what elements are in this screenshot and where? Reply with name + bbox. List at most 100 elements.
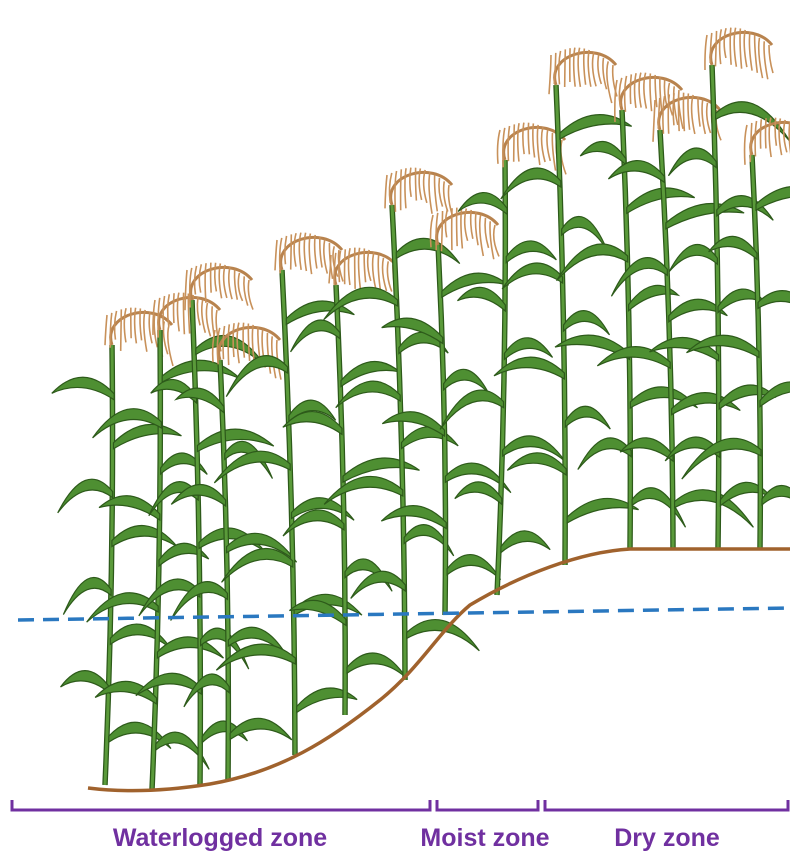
reed-plume-strand <box>542 127 546 162</box>
reed-plume-strand <box>429 172 432 214</box>
zone-label: Waterlogged zone <box>113 824 327 852</box>
reed-plume-strand <box>635 73 637 108</box>
reed-plume-strand <box>698 97 700 127</box>
reed-plume-strand <box>683 93 684 131</box>
reed-plume-strand <box>339 251 341 282</box>
reed-leaf <box>402 427 459 449</box>
reed-plume-strand <box>744 30 747 67</box>
reed-plume-strand <box>593 52 597 86</box>
reed-plume-strand <box>174 293 175 323</box>
reed-plume-strand <box>294 233 296 266</box>
reed-plume-strand <box>315 235 317 269</box>
reed-plume-strand <box>518 123 519 161</box>
reed-plume-strand <box>320 237 322 267</box>
reed-leaf <box>762 486 790 515</box>
reed-plume-strand <box>229 267 232 299</box>
reed-plume-strand <box>663 96 665 134</box>
reed-plume-strand <box>348 248 350 285</box>
reed-plume-strand <box>395 171 397 212</box>
reed-plume-strand <box>740 28 742 68</box>
reed-leaf <box>668 148 716 176</box>
reed-plume-strand <box>238 273 242 301</box>
reed-plume-strand <box>679 93 680 132</box>
reed-plume-strand <box>660 77 662 114</box>
reed-stem <box>622 110 630 548</box>
reed-plume-strand <box>508 126 509 161</box>
reed-plume-strand <box>211 263 212 293</box>
reed-leaf <box>113 424 181 448</box>
reed-leaf <box>347 653 406 678</box>
reed-plume-strand <box>764 41 768 79</box>
reed-leaf <box>324 476 403 504</box>
reed-plume-strand <box>779 118 782 155</box>
reed-plume-strand <box>345 249 346 284</box>
reed-plume-strand <box>565 49 566 87</box>
reed-plume-strand <box>383 258 387 291</box>
reed-plume-strand <box>759 38 763 78</box>
reed-plume-strand <box>603 58 607 89</box>
reed-plume-strand <box>185 270 187 310</box>
reed-plume-strand <box>368 250 371 281</box>
reed-plume-strand <box>267 333 270 374</box>
reed-leaf <box>447 555 500 580</box>
reed-plume-strand <box>692 95 695 134</box>
reed-plume-strand <box>755 121 756 156</box>
reed-leaf <box>440 390 503 429</box>
reed-plume-strand <box>471 210 473 239</box>
reed-plume-strand <box>673 93 674 125</box>
reed-plume-strand <box>480 215 484 256</box>
reed-leaf <box>112 526 178 547</box>
reed-plume-strand <box>439 178 443 207</box>
reed-plume-strand <box>498 130 500 164</box>
reed-leaf <box>336 381 400 408</box>
reed-plume-strand <box>490 221 494 259</box>
reed-leaf <box>381 506 446 529</box>
reed-leaf <box>351 571 406 598</box>
reed-plume-strand <box>385 175 387 208</box>
reed-plume-strand <box>598 55 601 84</box>
reed-plume-strand <box>121 309 122 351</box>
reed-plume-strand <box>730 28 731 65</box>
reed-plume-strand <box>584 48 586 84</box>
reed-plume-strand <box>760 119 761 148</box>
reed-plume-strand <box>702 100 705 134</box>
reed-plume-strand <box>248 280 253 310</box>
reed-plume-strand <box>485 218 488 248</box>
reed-plume-strand <box>444 181 448 211</box>
reed-leaf <box>501 531 550 553</box>
reed-plume-strand <box>168 325 173 366</box>
reed-leaf <box>502 263 563 289</box>
reed-plume-strand <box>745 125 747 165</box>
reed-plume-strand <box>494 225 499 256</box>
reed-plume-strand <box>457 208 458 247</box>
reed-leaf <box>758 291 790 330</box>
reed-leaf <box>565 406 610 429</box>
reed-stem <box>497 160 505 595</box>
reed-leaf <box>110 624 171 649</box>
reed-plume-strand <box>720 29 722 64</box>
reed-plume-strand <box>197 297 200 325</box>
reed-plume-strand <box>387 261 391 291</box>
reed-plume-strand <box>154 315 157 348</box>
reed-leaf <box>61 671 110 694</box>
reed-leaf <box>457 287 505 311</box>
page: Waterlogged zone Moist zone Dry zone (()… <box>0 0 790 853</box>
reed-plume-strand <box>149 312 152 343</box>
reed-leaf <box>99 496 160 520</box>
reed-plume-strand <box>410 168 411 197</box>
reed-plume-strand <box>324 240 327 274</box>
reed-plume-strand <box>202 300 206 333</box>
reed-plume-strand <box>552 133 555 171</box>
reed-plume-strand <box>244 276 248 305</box>
reed-plume-strand <box>309 233 311 274</box>
reed-plume-strand <box>424 170 427 203</box>
reed-leaf <box>564 311 610 335</box>
reed-plume-strand <box>537 125 539 165</box>
reed-leaf <box>632 488 685 528</box>
reed-plume-strand <box>755 35 758 73</box>
reed-plume-strand <box>688 93 690 129</box>
reed-plume-strand <box>105 315 107 345</box>
reed-plume-strand <box>445 209 447 237</box>
reed-leaf <box>222 549 293 583</box>
reed-plume-strand <box>549 55 551 94</box>
